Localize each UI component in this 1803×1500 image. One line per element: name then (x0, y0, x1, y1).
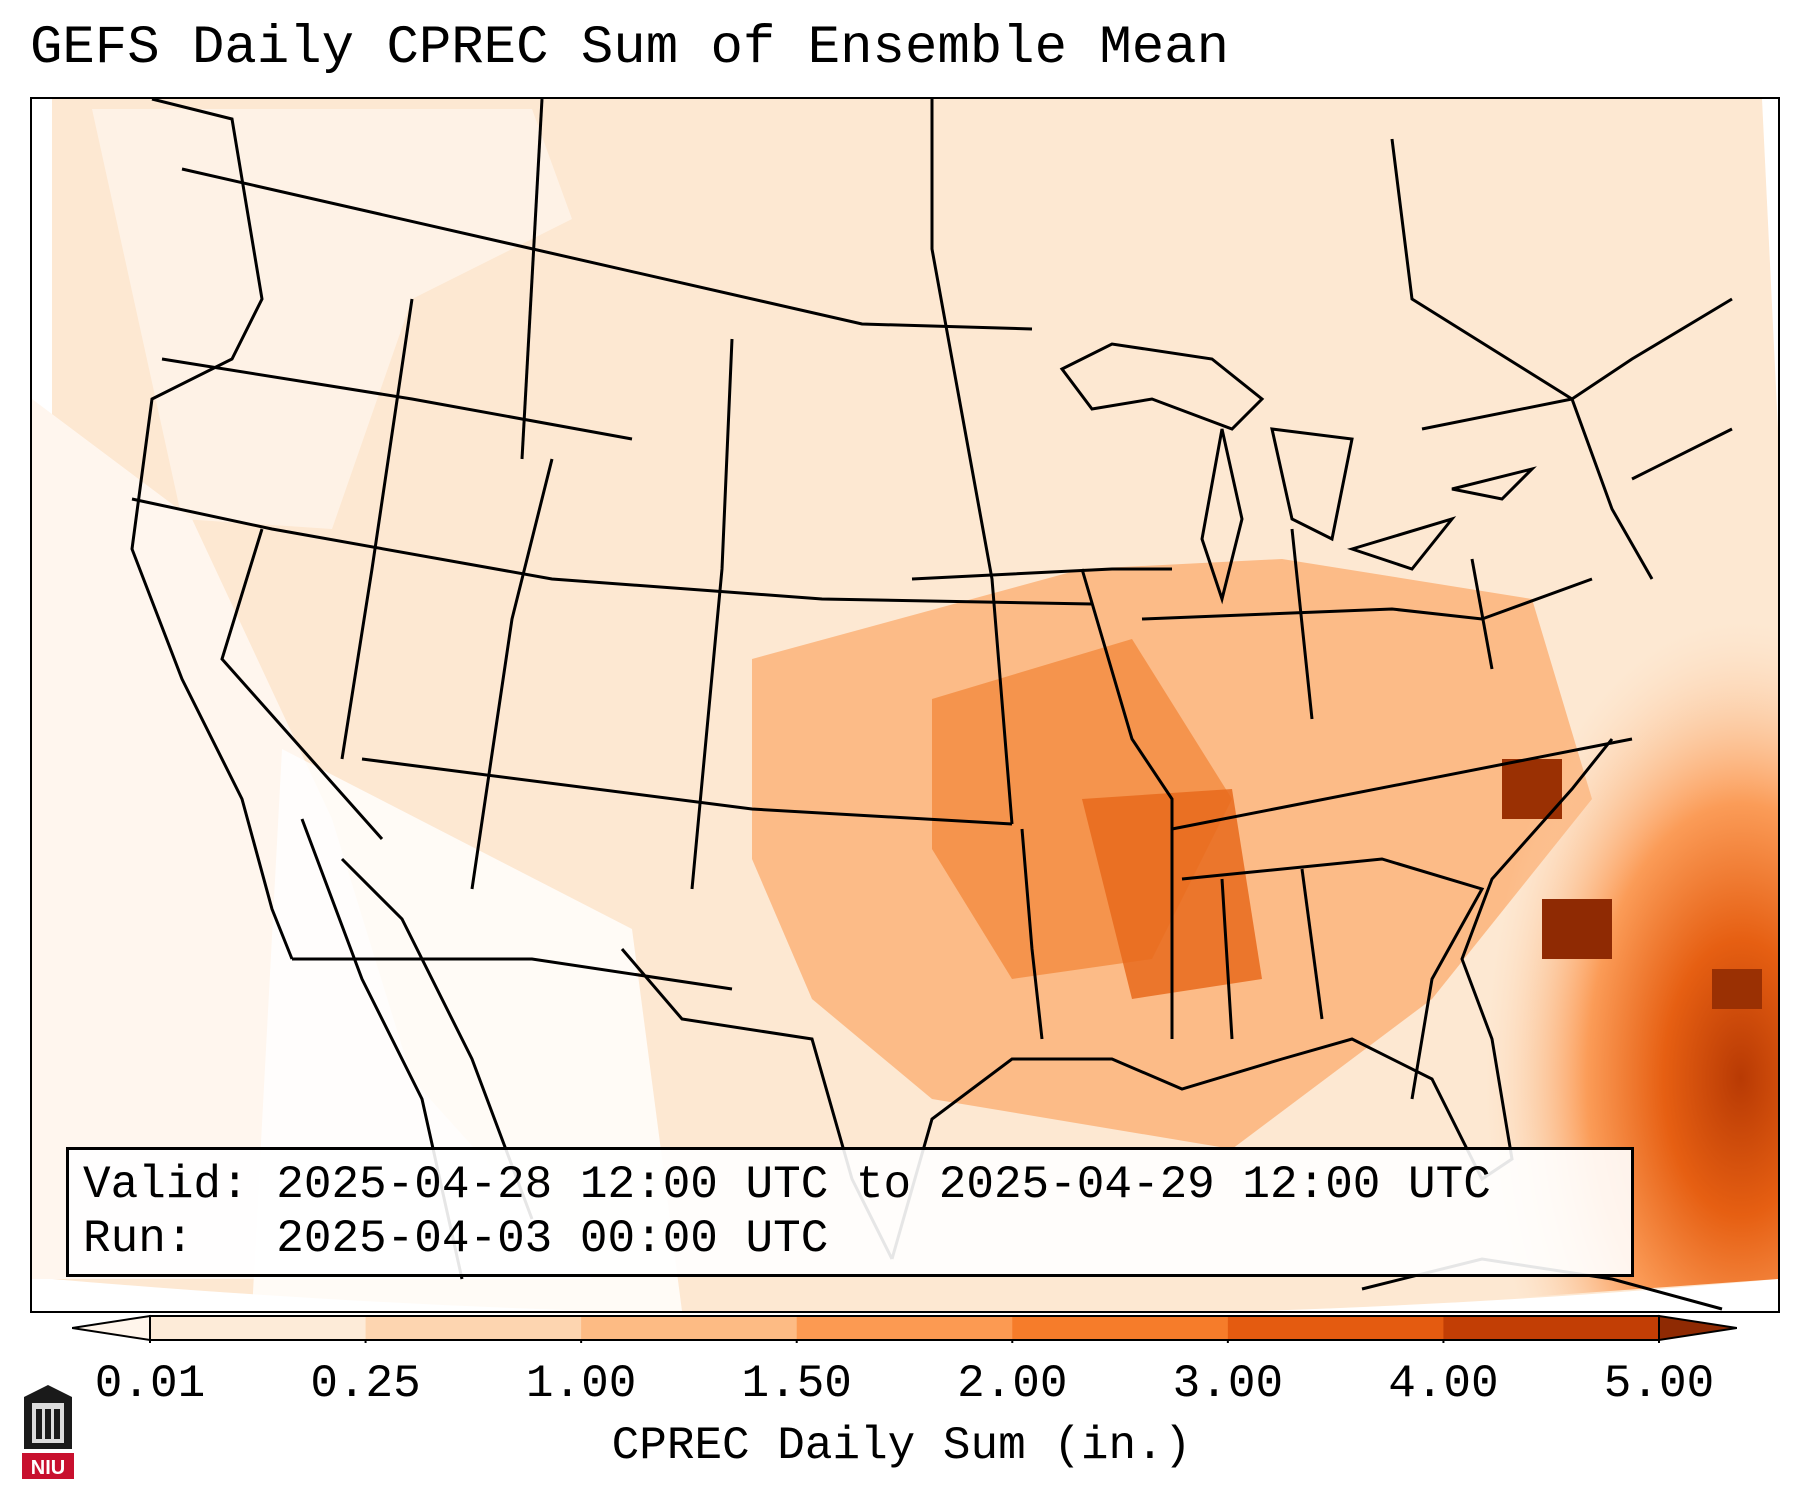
valid-run-info-box: Valid: 2025-04-28 12:00 UTC to 2025-04-2… (66, 1147, 1634, 1277)
colorbar-over-triangle (1658, 1314, 1737, 1342)
colorbar-segment (796, 1316, 1013, 1340)
colorbar (72, 1314, 1737, 1343)
colorbar-tick-label: 0.01 (94, 1358, 206, 1410)
colorbar-tick-label: 0.25 (310, 1358, 421, 1410)
colorbar-label: CPREC Daily Sum (in.) (611, 1420, 1192, 1472)
political-boundaries (130, 99, 1733, 1311)
colorbar-tick-label: 3.00 (1172, 1358, 1284, 1410)
colorbar-segment (365, 1316, 582, 1340)
run-time-line: Run: 2025-04-03 00:00 UTC (83, 1213, 829, 1265)
colorbar-tick-label: 5.00 (1603, 1358, 1715, 1410)
niu-logo: NIU (22, 1385, 74, 1479)
colorbar-segment (1443, 1316, 1660, 1340)
valid-time-line: Valid: 2025-04-28 12:00 UTC to 2025-04-2… (83, 1159, 1491, 1211)
logo-text: NIU (31, 1457, 65, 1479)
colorbar-segment (1012, 1316, 1229, 1340)
colorbar-segment (581, 1316, 798, 1340)
precip-heavy-atlantic (1312, 479, 1778, 1311)
colorbar-segment (150, 1316, 367, 1340)
colorbar-tick-label: 1.00 (525, 1358, 637, 1410)
map-canvas (32, 99, 1778, 1311)
colorbar-tick-label: 1.50 (741, 1358, 852, 1410)
colorbar-under-triangle (72, 1314, 151, 1342)
colorbar-segment (1227, 1316, 1444, 1340)
precipitation-map (30, 97, 1780, 1313)
colorbar-outline (149, 1315, 1660, 1341)
colorbar-tick-label: 2.00 (957, 1358, 1068, 1410)
colorbar-tick-label: 4.00 (1388, 1358, 1499, 1410)
map-title: GEFS Daily CPREC Sum of Ensemble Mean (30, 18, 1229, 79)
